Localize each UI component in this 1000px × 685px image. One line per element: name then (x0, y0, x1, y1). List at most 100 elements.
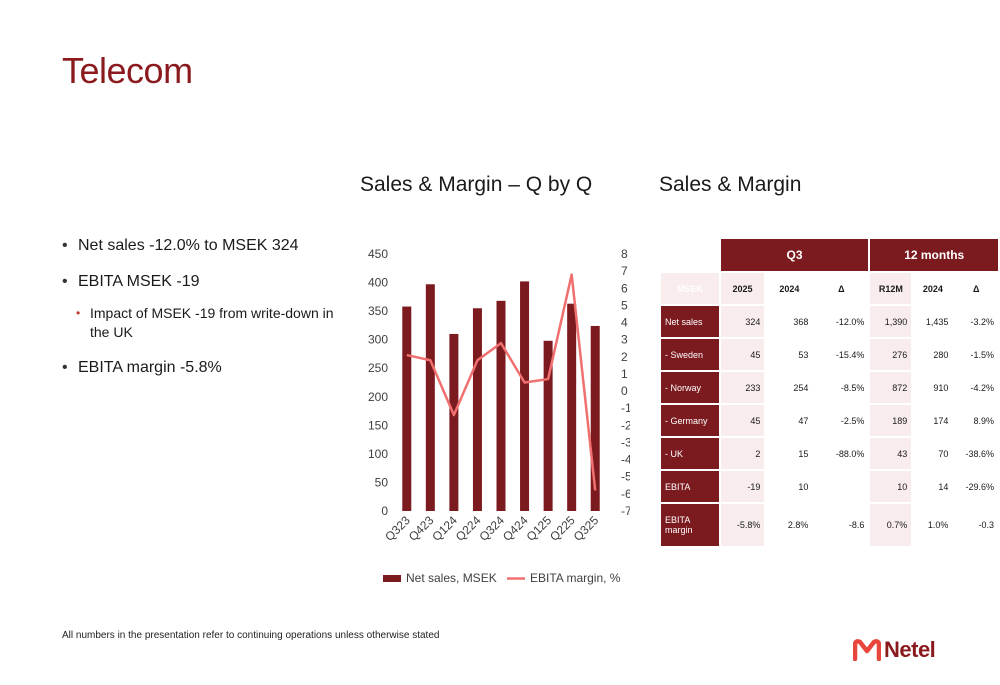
table-row-label: - Norway (661, 372, 719, 403)
table-row: - Germany 45 47 -2.5% 189 174 8.9% (661, 405, 998, 436)
table-cell: -8.5% (814, 372, 869, 403)
line-ebita-margin (406, 273, 597, 491)
table-cell: 280 (913, 339, 953, 370)
bar-net-sales (449, 333, 459, 511)
table-cell: -8.6 (814, 504, 869, 546)
sales-margin-chart: 050100150200250300350400450-7-6-5-4-3-2-… (368, 247, 630, 585)
table-cell: -15.4% (814, 339, 869, 370)
table-header-2024: 2024 (766, 273, 813, 304)
bar-net-sales (425, 284, 435, 511)
table-cell: 43 (870, 438, 912, 469)
x-tick-label: Q124 (429, 513, 460, 544)
table-group-q3: Q3 (720, 239, 869, 271)
bullet-net-sales: Net sales -12.0% to MSEK 324 (62, 236, 352, 256)
table-cell (814, 471, 869, 502)
table-cell: 368 (766, 306, 813, 337)
y-right-tick-label: 3 (621, 333, 628, 347)
table-cell: 174 (913, 405, 953, 436)
y-left-tick-label: 300 (368, 333, 388, 347)
table-cell: 1.0% (913, 504, 953, 546)
x-tick-label: Q423 (406, 513, 437, 544)
netel-logo-icon (853, 639, 881, 661)
x-tick-label: Q125 (524, 513, 555, 544)
table-cell: 10 (766, 471, 813, 502)
table-cell: -0.3 (954, 504, 998, 546)
table-row: - UK 2 15 -88.0% 43 70 -38.6% (661, 438, 998, 469)
table-header-2025: 2025 (720, 273, 765, 304)
y-right-tick-label: -2 (621, 418, 630, 432)
y-left-tick-label: 100 (368, 447, 388, 461)
table-cell: 2.8% (766, 504, 813, 546)
bar-net-sales (567, 303, 577, 511)
table-header-2024-12m: 2024 (913, 273, 953, 304)
legend-label-ebita-margin: EBITA margin, % (530, 571, 621, 585)
y-right-tick-label: 5 (621, 298, 628, 312)
table-cell: 14 (913, 471, 953, 502)
bar-net-sales (496, 300, 506, 511)
legend-label-net-sales: Net sales, MSEK (406, 571, 497, 585)
table-cell: 2 (720, 438, 765, 469)
bar-net-sales (402, 306, 412, 511)
netel-logo: Netel (853, 637, 936, 663)
x-tick-label: Q225 (547, 513, 578, 544)
table-header-r12m: R12M (870, 273, 912, 304)
y-left-tick-label: 450 (368, 247, 388, 261)
y-right-tick-label: 4 (621, 316, 628, 330)
bullet-ebita: EBITA MSEK -19 (62, 272, 352, 292)
table-row-label: EBITA margin (661, 504, 719, 546)
table-row: EBITA margin -5.8% 2.8% -8.6 0.7% 1.0% -0.3 (661, 504, 998, 546)
table-cell: -1.5% (954, 339, 998, 370)
table-cell: -38.6% (954, 438, 998, 469)
y-right-tick-label: -6 (621, 487, 630, 501)
y-left-tick-label: 400 (368, 276, 388, 290)
table-cell: 233 (720, 372, 765, 403)
table-title: Sales & Margin (659, 173, 802, 196)
y-left-tick-label: 250 (368, 361, 388, 375)
table-cell: 276 (870, 339, 912, 370)
x-tick-label: Q325 (571, 513, 602, 544)
table-cell: 872 (870, 372, 912, 403)
table-corner (661, 239, 719, 271)
table-cell: 45 (720, 405, 765, 436)
y-right-tick-label: -3 (621, 435, 630, 449)
y-left-tick-label: 0 (381, 504, 388, 518)
table-cell: 0.7% (870, 504, 912, 546)
y-right-tick-label: 6 (621, 281, 628, 295)
table-row-label: - UK (661, 438, 719, 469)
y-right-tick-label: 1 (621, 367, 628, 381)
table-row-label: - Germany (661, 405, 719, 436)
table-cell: 10 (870, 471, 912, 502)
bar-net-sales (543, 340, 553, 511)
y-right-tick-label: -7 (621, 504, 630, 518)
chart-title: Sales & Margin – Q by Q (360, 173, 593, 196)
y-right-tick-label: 2 (621, 350, 628, 364)
table-cell: 45 (720, 339, 765, 370)
y-left-tick-label: 200 (368, 390, 388, 404)
table-cell: 910 (913, 372, 953, 403)
table-group-12months: 12 months (870, 239, 998, 271)
x-tick-label: Q324 (476, 513, 507, 544)
y-right-tick-label: -4 (621, 453, 630, 467)
y-left-tick-label: 50 (375, 475, 389, 489)
table-cell: 254 (766, 372, 813, 403)
table-cell: -3.2% (954, 306, 998, 337)
table-cell: -2.5% (814, 405, 869, 436)
sales-margin-table: Q3 12 months MSEK 2025 2024 Δ R12M 2024 … (659, 237, 1000, 548)
table-cell: 15 (766, 438, 813, 469)
bullet-ebita-margin: EBITA margin -5.8% (62, 358, 352, 378)
y-right-tick-label: -1 (621, 401, 630, 415)
y-left-tick-label: 150 (368, 418, 388, 432)
x-tick-label: Q424 (500, 513, 531, 544)
table-cell: -5.8% (720, 504, 765, 546)
table-header-msek: MSEK (661, 273, 719, 304)
y-right-tick-label: -5 (621, 470, 630, 484)
table-row-label: Net sales (661, 306, 719, 337)
table-cell: 189 (870, 405, 912, 436)
table-cell: 324 (720, 306, 765, 337)
table-row-label: - Sweden (661, 339, 719, 370)
y-right-tick-label: 7 (621, 264, 628, 278)
table-cell: 53 (766, 339, 813, 370)
x-tick-label: Q224 (453, 513, 484, 544)
table-header-delta: Δ (814, 273, 869, 304)
table-cell: 8.9% (954, 405, 998, 436)
